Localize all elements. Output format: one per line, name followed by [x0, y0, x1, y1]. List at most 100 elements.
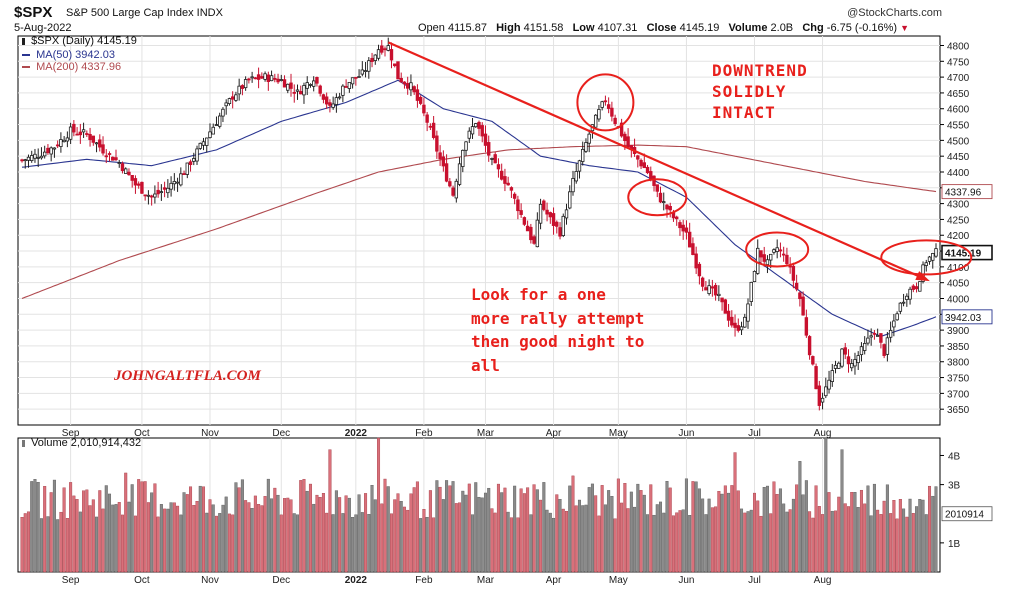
- volume-bar: [655, 504, 659, 573]
- volume-bar: [295, 514, 299, 573]
- price-tick-label: 4700: [947, 73, 970, 84]
- price-tick-label: 3750: [947, 374, 970, 385]
- volume-bar: [691, 481, 695, 573]
- price-x-tick-label: Sep: [62, 428, 80, 439]
- candle-body: [104, 155, 108, 158]
- volume-bar: [902, 508, 906, 573]
- volume-bar: [756, 500, 760, 573]
- candle-body: [383, 48, 387, 51]
- volume-bar: [626, 508, 630, 573]
- candle-body: [759, 250, 763, 258]
- candle-body: [373, 54, 377, 61]
- volume-x-tick-label: Feb: [415, 575, 433, 586]
- candle-body: [146, 194, 151, 197]
- volume-bar: [603, 504, 607, 573]
- volume-bar: [600, 485, 604, 573]
- candle-body: [308, 84, 313, 86]
- downtrend-line: [387, 41, 927, 281]
- candle-body: [263, 73, 267, 80]
- candle-body: [33, 153, 37, 159]
- candle-body: [898, 302, 903, 312]
- volume-bar: [396, 493, 400, 573]
- candle-body: [623, 133, 627, 141]
- candle-body: [882, 344, 886, 356]
- candle-body: [762, 254, 766, 262]
- price-tick-label: 4550: [947, 121, 970, 132]
- volume-bar: [169, 502, 173, 573]
- candle-body: [230, 96, 235, 100]
- candle-body: [234, 94, 238, 101]
- volume-x-tick-label: Jun: [678, 575, 694, 586]
- volume-bar: [23, 513, 27, 573]
- volume-bar: [869, 515, 873, 573]
- price-x-tick-label: Feb: [415, 428, 433, 439]
- candle-body: [555, 221, 559, 227]
- volume-bar: [422, 509, 426, 573]
- volume-bar: [594, 495, 598, 573]
- volume-value: 2.0B: [770, 22, 794, 34]
- volume-bar: [247, 502, 251, 573]
- candle-body: [788, 265, 792, 268]
- volume-bar: [85, 489, 89, 573]
- volume-bar: [620, 502, 624, 573]
- candle-body: [438, 152, 442, 160]
- candle-body: [52, 147, 57, 150]
- candle-body: [299, 91, 303, 95]
- volume-bar: [354, 514, 358, 573]
- volume-bar: [522, 493, 526, 573]
- volume-bar: [558, 499, 562, 573]
- legend-ma200: MA(200) 4337.96: [22, 61, 121, 73]
- volume-tick-label: 3B: [948, 481, 961, 492]
- price-x-tick-label: Jun: [678, 428, 694, 439]
- candle-body: [723, 299, 728, 314]
- candle-body: [461, 149, 465, 167]
- candle-body: [551, 213, 556, 226]
- price-tick-label: 4400: [947, 168, 970, 179]
- candle-body: [558, 227, 562, 237]
- legend-ma50-text: MA(50) 3942.03: [36, 49, 115, 61]
- candle-body: [367, 60, 371, 72]
- volume-bar: [707, 498, 711, 573]
- volume-bar: [587, 487, 591, 573]
- volume-x-tick-label: May: [609, 575, 628, 586]
- candle-body: [713, 284, 718, 296]
- volume-bar: [425, 516, 429, 573]
- candle-body: [636, 155, 640, 160]
- candle-body: [519, 210, 523, 215]
- volume-bar: [597, 515, 601, 573]
- volume-bar: [633, 506, 637, 573]
- volume-bar: [305, 490, 309, 573]
- volume-bar: [208, 499, 212, 573]
- candle-body: [415, 89, 420, 101]
- source-label[interactable]: @StockCharts.com: [847, 7, 942, 19]
- candle-body: [791, 265, 796, 281]
- volume-bar: [885, 484, 889, 573]
- volume-bar: [406, 509, 410, 573]
- volume-bar: [237, 487, 241, 573]
- candle-body: [418, 96, 423, 104]
- candle-body: [509, 187, 514, 191]
- volume-bar: [20, 517, 24, 573]
- candle-body: [781, 253, 786, 256]
- candle-body: [464, 141, 468, 151]
- candle-body: [931, 253, 935, 261]
- candle-body: [512, 193, 517, 199]
- volume-bar: [120, 514, 124, 573]
- volume-bar: [166, 508, 170, 573]
- candle-body: [237, 85, 241, 95]
- volume-bar: [590, 483, 594, 573]
- candle-body: [185, 162, 189, 175]
- candle-body: [221, 108, 225, 117]
- candle-body: [908, 288, 912, 300]
- volume-bar: [808, 511, 812, 573]
- candle-body: [111, 156, 115, 161]
- volume-x-tick-label: Aug: [814, 575, 832, 586]
- volume-bar: [882, 500, 886, 573]
- price-tick-label: 4250: [947, 215, 970, 226]
- candle-body: [127, 171, 131, 176]
- candle-body: [214, 124, 219, 126]
- candle-body: [328, 102, 332, 106]
- volume-bar: [717, 491, 721, 573]
- candle-body: [830, 370, 834, 382]
- volume-bar: [172, 502, 176, 573]
